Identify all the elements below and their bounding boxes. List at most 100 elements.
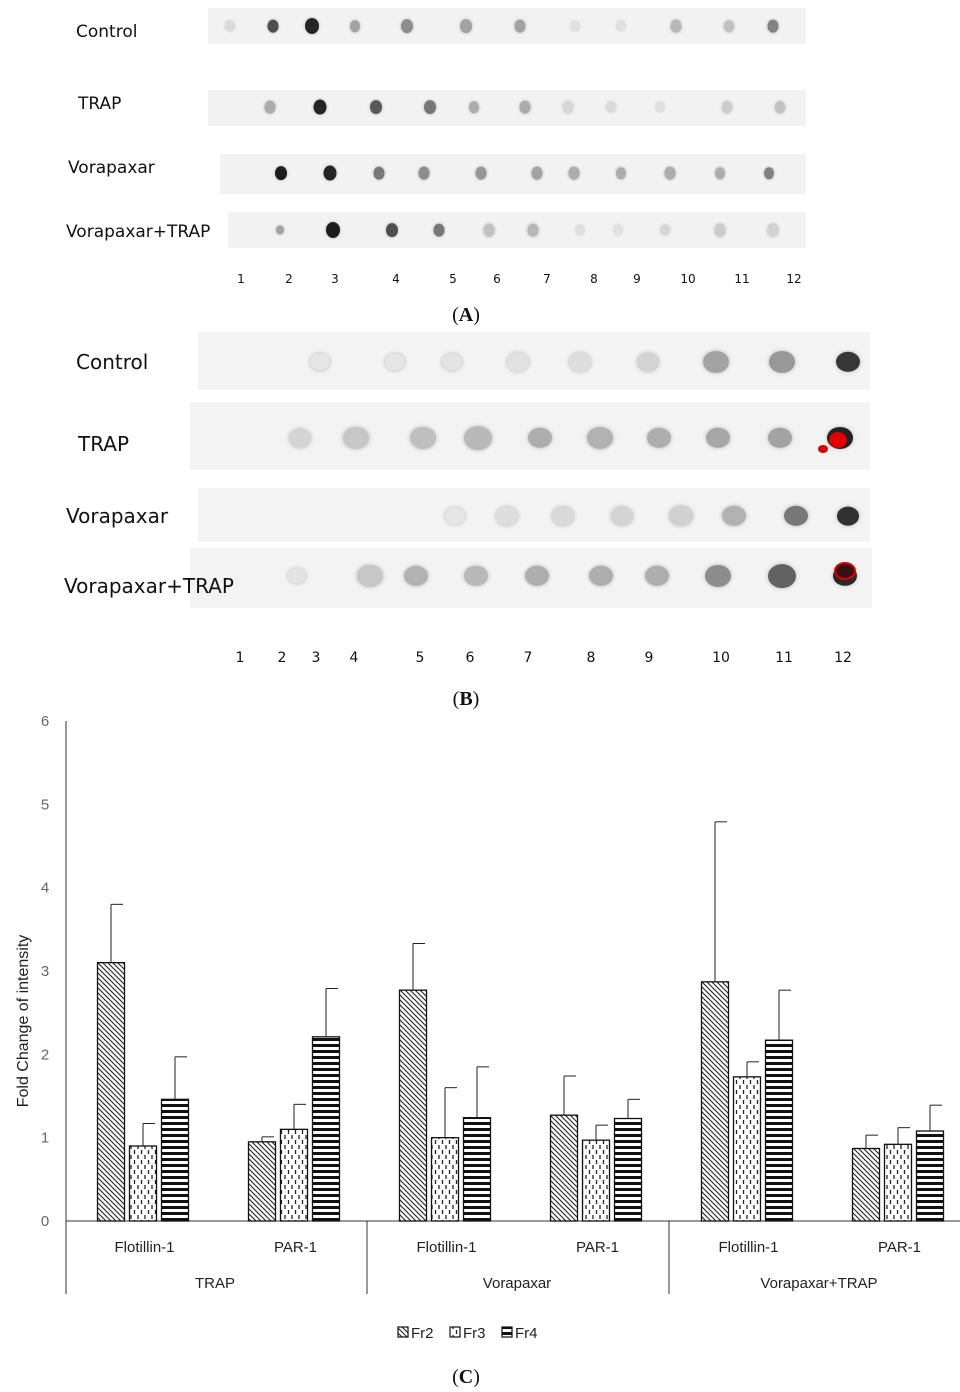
y-tick-label: 4 <box>41 880 49 897</box>
category-label: PAR-1 <box>576 1239 619 1256</box>
lane-label-a: 4 <box>392 272 400 286</box>
bar-fr4 <box>462 1117 492 1222</box>
blot-dot <box>442 353 462 371</box>
blot-dot <box>611 506 633 526</box>
panel-b-letter: B <box>459 688 473 710</box>
panel-b-caption: (B) <box>452 688 480 710</box>
row-label-a: TRAP <box>78 94 122 114</box>
y-tick-label: 1 <box>41 1130 49 1147</box>
blot-dot <box>670 19 682 33</box>
legend-swatch-fr2 <box>397 1326 409 1338</box>
blot-dot <box>343 426 369 450</box>
blot-dot <box>385 353 405 371</box>
blot-dot <box>836 351 860 373</box>
lane-label-a: 9 <box>633 272 641 286</box>
group-label: Vorapaxar+TRAP <box>760 1275 877 1292</box>
bar-fr3 <box>883 1143 913 1222</box>
bar-fr4 <box>311 1036 341 1222</box>
blot-dot <box>587 426 613 450</box>
blot-dot <box>418 166 430 180</box>
blot-dot <box>703 350 729 374</box>
row-label-b: Control <box>76 350 149 374</box>
blot-dot <box>724 20 734 32</box>
blot-dot <box>483 223 495 237</box>
blot-dot <box>469 101 479 113</box>
lane-label-a: 3 <box>331 272 339 286</box>
lane-label-b: 2 <box>277 650 287 666</box>
blot-dot <box>722 101 732 113</box>
lane-label-b: 8 <box>586 650 596 666</box>
bar-fr2 <box>247 1141 277 1222</box>
lane-label-b: 10 <box>712 650 730 666</box>
legend-label-fr2: Fr2 <box>411 1325 434 1342</box>
blot-dot <box>225 20 235 32</box>
saturated-spot <box>834 562 856 580</box>
blot-dot <box>617 21 625 31</box>
y-tick-label: 2 <box>41 1046 49 1063</box>
blot-dot <box>784 505 808 527</box>
blot-dot <box>410 426 436 450</box>
panel-a-caption: (A) <box>452 304 480 326</box>
legend-label-fr4: Fr4 <box>515 1325 538 1342</box>
blot-dot <box>507 352 529 372</box>
y-axis-label: Fold Change of intensity <box>15 935 32 1108</box>
blot-dot <box>656 102 664 112</box>
blot-dot <box>837 506 859 526</box>
blot-dot <box>669 505 693 527</box>
blot-dot <box>767 19 779 33</box>
lane-label-b: 3 <box>311 650 321 666</box>
category-label: Flotillin-1 <box>718 1239 778 1256</box>
blot-dot <box>528 427 552 449</box>
bar-fr4 <box>915 1130 945 1222</box>
blot-dot <box>313 99 327 115</box>
panel-c-caption: (C) <box>452 1366 480 1388</box>
blot-dot <box>563 101 573 113</box>
chart-bars <box>96 821 945 1222</box>
blot-dot <box>460 19 472 33</box>
blot-dot <box>373 166 385 180</box>
blot-dot <box>424 100 436 114</box>
legend-label-fr3: Fr3 <box>463 1325 486 1342</box>
bar-fr2 <box>549 1114 579 1222</box>
blot-dot <box>276 225 284 235</box>
blot-dot <box>768 427 792 449</box>
row-label-b: TRAP <box>78 432 130 456</box>
category-label: Flotillin-1 <box>114 1239 174 1256</box>
blot-dot <box>614 225 622 235</box>
saturated-spot <box>818 445 828 453</box>
bar-fr2 <box>96 962 126 1222</box>
blot-dot <box>606 101 616 113</box>
chart-axes <box>65 721 960 1294</box>
blot-dot <box>370 100 382 114</box>
bar-fr3 <box>581 1139 611 1222</box>
blot-dot <box>275 166 287 180</box>
lane-label-a: 2 <box>285 272 293 286</box>
blot-dot <box>310 353 330 371</box>
legend-swatch-fr4 <box>501 1326 513 1338</box>
blot-dot <box>714 223 726 237</box>
lane-label-b: 1 <box>235 650 245 666</box>
chart-legend: Fr2 Fr3 Fr4 <box>397 1325 538 1342</box>
bar-fr4 <box>613 1117 643 1222</box>
lane-label-a: 10 <box>680 272 696 286</box>
blot-dot <box>552 506 574 526</box>
bar-fr3 <box>732 1076 762 1222</box>
lane-label-b: 4 <box>349 650 359 666</box>
blot-dot <box>445 507 465 525</box>
blot-dot <box>571 21 579 31</box>
lane-label-b: 7 <box>523 650 533 666</box>
blot-dot <box>264 100 276 114</box>
bar-fr2 <box>700 981 730 1222</box>
lane-label-a: 11 <box>734 272 750 286</box>
blot-strip-a-4 <box>228 212 806 248</box>
blot-dot <box>323 165 337 181</box>
blot-dot <box>589 565 613 587</box>
panel-a-letter: A <box>458 304 474 326</box>
blot-dot <box>464 565 488 587</box>
blot-dot <box>267 19 279 33</box>
row-label-b: Vorapaxar+TRAP <box>64 574 234 598</box>
blot-dot <box>514 19 526 33</box>
blot-dot <box>386 223 398 237</box>
blot-dot <box>706 427 730 449</box>
blot-dot <box>576 225 584 235</box>
